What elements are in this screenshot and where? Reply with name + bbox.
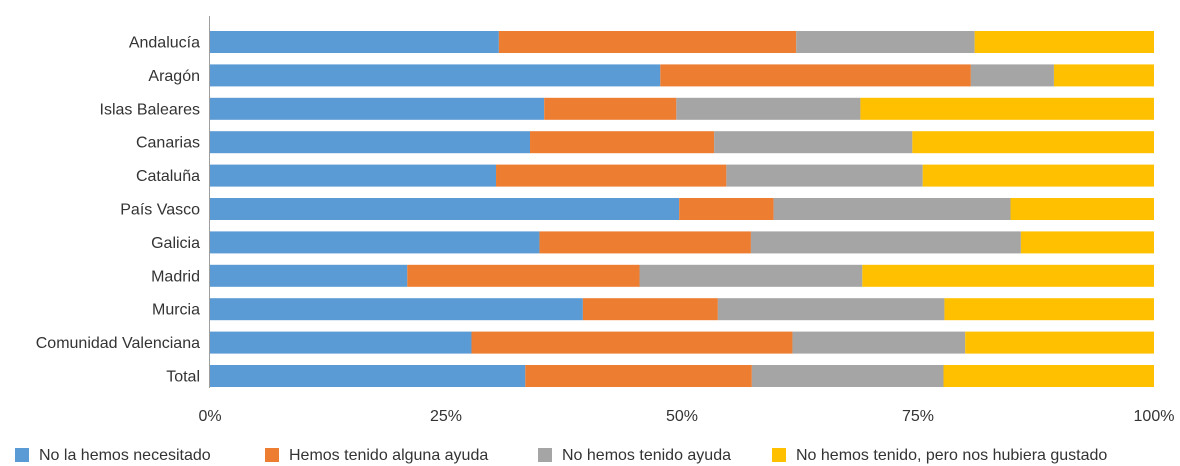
bar-row: Cataluña [136,164,1154,187]
legend-swatch [15,448,29,462]
category-label: Galicia [151,235,200,252]
bar-segment [974,31,1154,53]
bar-row: Andalucía [129,31,1154,53]
bar-segment [210,298,583,321]
bar-segment [676,97,861,120]
bar-segment [210,64,661,87]
legend-item: No la hemos necesitado [15,447,211,464]
legend-item: Hemos tenido alguna ayuda [265,447,488,464]
bar-segment [660,64,971,87]
bar-row: Comunidad Valenciana [36,331,1154,354]
bar-segment [1020,231,1154,254]
bar-row: Canarias [136,131,1154,154]
bar-segment [210,131,531,154]
bar-segment [773,198,1011,220]
bar-segment [912,131,1154,154]
legend-item: No hemos tenido ayuda [538,447,731,464]
bars-layer: Andalucía Aragón Islas Baleares Canarias Cat… [36,31,1154,387]
x-tick-label: 75% [902,408,934,425]
legend-label: No hemos tenido, pero nos hubiera gustad… [796,447,1107,464]
bar-segment [210,331,472,354]
bar-segment [751,365,944,387]
bar-segment [210,264,408,287]
bar-segment [792,331,966,354]
x-tick-label: 0% [198,408,221,425]
bar-segment [210,31,499,53]
bar-segment [496,164,727,187]
legend-swatch [265,448,279,462]
bar-segment [944,298,1154,321]
x-tick-label: 50% [666,408,698,425]
bar-segment [210,97,545,120]
bar-segment [726,164,923,187]
bar-row: Murcia [152,298,1154,321]
bar-segment [970,64,1054,87]
x-tick-label: 100% [1134,408,1175,425]
legend-label: No hemos tenido ayuda [562,447,731,464]
bar-segment [639,264,863,287]
bar-segment [714,131,913,154]
category-label: Canarias [136,135,200,152]
bar-segment [717,298,945,321]
category-label: Aragón [148,68,200,85]
bar-segment [210,198,680,220]
bar-segment [544,97,677,120]
category-label: Comunidad Valenciana [36,335,200,352]
bar-segment [210,231,540,254]
bar-segment [1010,198,1154,220]
bar-segment [210,164,497,187]
category-label: Total [166,369,200,386]
category-label: Andalucía [129,35,200,52]
bar-segment [679,198,774,220]
bar-segment [796,31,975,53]
axis-layer: 0% 25% 50% 75% 100% [198,16,1174,425]
x-tick-label: 25% [430,408,462,425]
bar-segment [1053,64,1154,87]
bar-row: País Vasco [120,198,1154,220]
bar-row: Aragón [148,64,1154,87]
category-label: País Vasco [120,202,200,219]
bar-segment [471,331,793,354]
bar-segment [525,365,752,387]
category-label: Cataluña [136,168,200,185]
legend-swatch [538,448,552,462]
category-label: Islas Baleares [100,101,201,118]
bar-segment [530,131,715,154]
legend-label: No la hemos necesitado [39,447,211,464]
legend-swatch [772,448,786,462]
bar-segment [965,331,1154,354]
category-label: Murcia [152,302,200,319]
bar-row: Madrid [151,264,1154,287]
bar-row: Galicia [151,231,1154,254]
legend: No la hemos necesitado Hemos tenido algun… [15,447,1107,464]
category-label: Madrid [151,268,200,285]
bar-row: Total [166,365,1154,387]
legend-item: No hemos tenido, pero nos hubiera gustad… [772,447,1107,464]
bar-segment [539,231,751,254]
bar-segment [582,298,718,321]
bar-row: Islas Baleares [100,97,1154,120]
bar-segment [922,164,1154,187]
bar-segment [860,97,1154,120]
bar-segment [498,31,797,53]
bar-segment [943,365,1154,387]
bar-segment [750,231,1021,254]
legend-label: Hemos tenido alguna ayuda [289,447,488,464]
bar-segment [407,264,640,287]
bar-segment [862,264,1154,287]
bar-segment [210,365,526,387]
